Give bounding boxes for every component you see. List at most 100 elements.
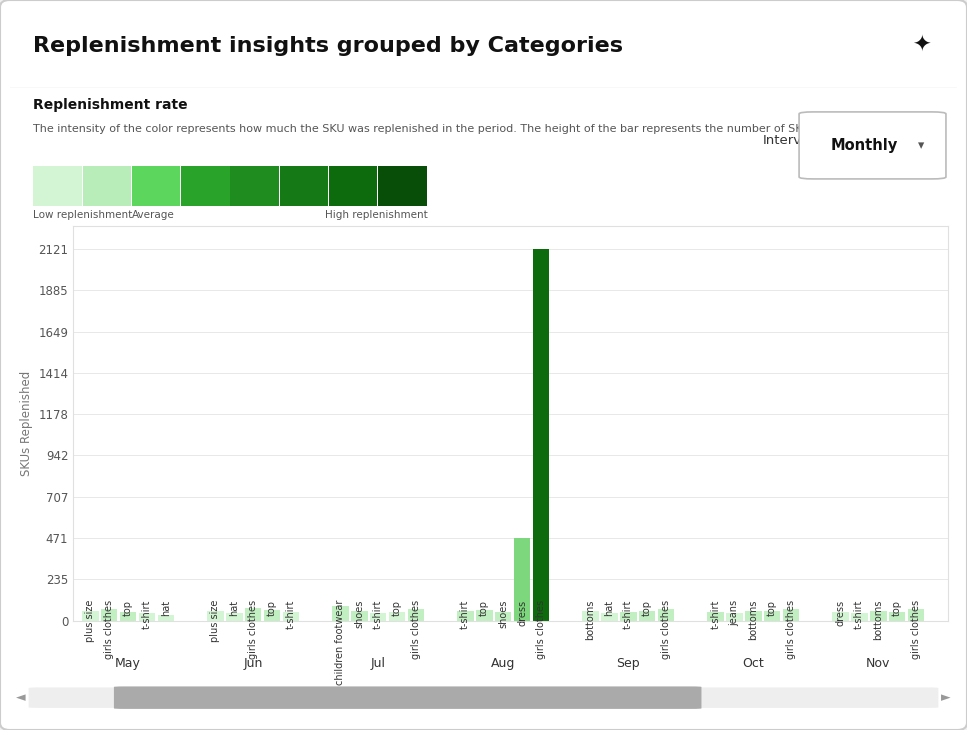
- Bar: [101, 609, 117, 620]
- Bar: [476, 610, 492, 620]
- Text: top: top: [123, 600, 133, 616]
- Text: t-shirt: t-shirt: [286, 600, 296, 629]
- Text: Aug: Aug: [491, 657, 515, 670]
- Text: shoes: shoes: [498, 600, 508, 629]
- Text: Interval:: Interval:: [763, 134, 818, 147]
- Bar: [601, 613, 618, 620]
- Bar: [457, 611, 474, 620]
- Bar: [282, 612, 300, 620]
- Bar: [351, 611, 367, 620]
- Bar: [533, 249, 549, 620]
- Text: t-shirt: t-shirt: [623, 600, 633, 629]
- Bar: [408, 609, 425, 620]
- FancyBboxPatch shape: [799, 112, 946, 179]
- FancyBboxPatch shape: [279, 166, 328, 206]
- Text: Jun: Jun: [244, 657, 263, 670]
- Text: hat: hat: [604, 600, 614, 616]
- FancyBboxPatch shape: [29, 688, 938, 708]
- Text: top: top: [893, 600, 902, 616]
- Text: ◄: ◄: [16, 691, 26, 704]
- Bar: [207, 611, 223, 620]
- Text: Jul: Jul: [370, 657, 386, 670]
- Text: hat: hat: [161, 600, 171, 616]
- Y-axis label: SKUs Replenished: SKUs Replenished: [19, 371, 33, 476]
- Text: t-shirt: t-shirt: [711, 600, 720, 629]
- Bar: [658, 609, 674, 620]
- Text: t-shirt: t-shirt: [460, 600, 470, 629]
- Text: dress: dress: [835, 600, 845, 626]
- Text: t-shirt: t-shirt: [373, 600, 383, 629]
- FancyBboxPatch shape: [230, 166, 278, 206]
- Text: plus size: plus size: [85, 600, 95, 642]
- Bar: [764, 611, 780, 620]
- Bar: [264, 610, 280, 620]
- Text: shoes: shoes: [354, 600, 365, 629]
- Text: ►: ►: [941, 691, 951, 704]
- Bar: [82, 611, 99, 620]
- Bar: [745, 611, 762, 620]
- FancyBboxPatch shape: [132, 166, 180, 206]
- Text: girls clothes: girls clothes: [104, 600, 114, 659]
- Text: ✦: ✦: [912, 36, 931, 55]
- Text: top: top: [392, 600, 402, 616]
- FancyBboxPatch shape: [378, 166, 426, 206]
- FancyBboxPatch shape: [34, 166, 81, 206]
- FancyBboxPatch shape: [114, 686, 701, 709]
- FancyBboxPatch shape: [181, 166, 229, 206]
- Text: bottoms: bottoms: [748, 600, 758, 640]
- Bar: [245, 608, 261, 620]
- Text: girls clothes: girls clothes: [661, 600, 671, 659]
- FancyBboxPatch shape: [329, 166, 377, 206]
- Bar: [832, 612, 849, 620]
- Text: children footwear: children footwear: [336, 600, 345, 685]
- Text: The intensity of the color represents how much the SKU was replenished in the pe: The intensity of the color represents ho…: [34, 124, 889, 134]
- Bar: [620, 612, 636, 620]
- Bar: [158, 615, 174, 620]
- Bar: [726, 613, 743, 620]
- Bar: [495, 612, 512, 620]
- Bar: [332, 607, 348, 620]
- Text: girls clothes: girls clothes: [249, 600, 258, 659]
- Text: Average: Average: [132, 210, 175, 220]
- Text: May: May: [115, 657, 141, 670]
- Bar: [138, 612, 156, 620]
- Text: Sep: Sep: [616, 657, 640, 670]
- Text: bottoms: bottoms: [873, 600, 883, 640]
- Text: ▾: ▾: [918, 139, 924, 152]
- Text: bottoms: bottoms: [585, 600, 596, 640]
- Text: top: top: [767, 600, 777, 616]
- Text: Monthly: Monthly: [831, 138, 897, 153]
- Text: Low replenishment: Low replenishment: [34, 210, 132, 220]
- Text: girls clothes: girls clothes: [536, 600, 546, 659]
- Text: top: top: [267, 600, 278, 616]
- Bar: [639, 611, 656, 620]
- Text: t-shirt: t-shirt: [854, 600, 864, 629]
- Text: girls clothes: girls clothes: [786, 600, 796, 659]
- Text: t-shirt: t-shirt: [142, 600, 152, 629]
- Bar: [226, 613, 243, 620]
- Text: Oct: Oct: [743, 657, 764, 670]
- Bar: [889, 612, 905, 620]
- Text: Nov: Nov: [866, 657, 891, 670]
- Bar: [908, 609, 924, 620]
- Bar: [582, 611, 599, 620]
- Text: High replenishment: High replenishment: [325, 210, 427, 220]
- Bar: [851, 612, 867, 620]
- FancyBboxPatch shape: [82, 166, 131, 206]
- Bar: [707, 612, 723, 620]
- Bar: [513, 538, 531, 620]
- Text: top: top: [480, 600, 489, 616]
- Bar: [782, 609, 800, 620]
- Text: girls clothes: girls clothes: [911, 600, 922, 659]
- Text: jeans: jeans: [729, 600, 739, 626]
- Text: hat: hat: [229, 600, 239, 616]
- Bar: [120, 612, 136, 620]
- Text: top: top: [642, 600, 652, 616]
- Text: Replenishment rate: Replenishment rate: [34, 98, 188, 112]
- Text: dress: dress: [517, 600, 527, 626]
- Text: girls clothes: girls clothes: [411, 600, 421, 659]
- Bar: [389, 612, 405, 620]
- Text: plus size: plus size: [210, 600, 220, 642]
- Bar: [369, 612, 387, 620]
- Bar: [870, 611, 887, 620]
